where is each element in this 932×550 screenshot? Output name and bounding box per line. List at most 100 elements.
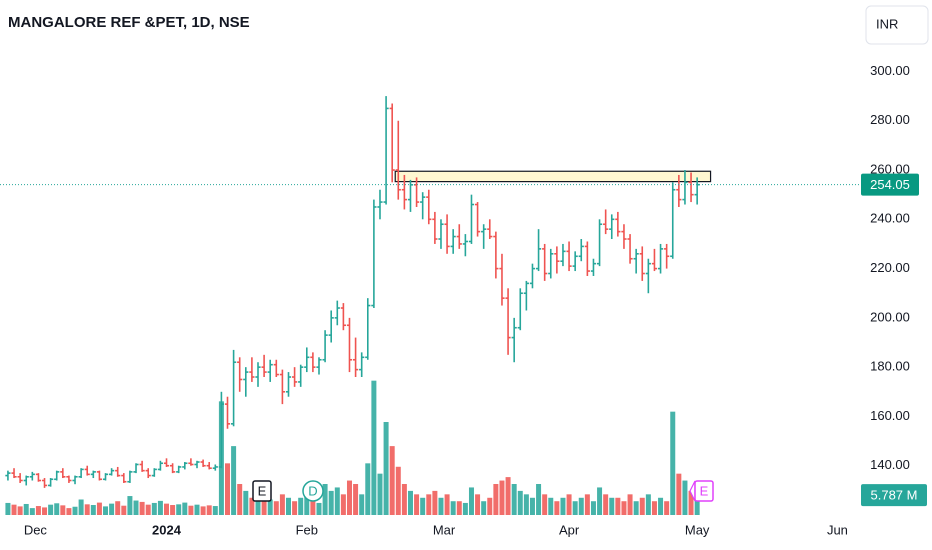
volume-bar <box>60 505 66 515</box>
volume-bar <box>664 501 670 515</box>
volume-bar <box>340 494 346 515</box>
x-tick-label: Mar <box>433 522 456 537</box>
volume-bar <box>450 501 456 515</box>
volume-bar <box>84 504 90 515</box>
volume-bar <box>414 494 420 515</box>
volume-bar <box>560 497 566 515</box>
volume-bar <box>237 484 243 515</box>
x-tick-label: Feb <box>296 522 318 537</box>
volume-bar <box>188 505 194 515</box>
volume-bar <box>401 484 407 515</box>
volume-bar <box>609 497 615 515</box>
zone-rectangle <box>394 170 712 183</box>
volume-bar <box>505 477 511 515</box>
volume-bar <box>688 490 694 515</box>
volume-bar <box>383 422 389 515</box>
last-volume-box <box>861 484 927 507</box>
volume-bar <box>42 507 48 515</box>
volume-bar <box>517 490 523 515</box>
volume-bar <box>639 497 645 515</box>
volume-bar <box>475 494 481 515</box>
event-earnings[interactable]: E <box>252 480 272 502</box>
volume-bar <box>48 504 54 515</box>
volume-bar <box>694 495 700 515</box>
x-tick-label: Apr <box>559 522 580 537</box>
chart-title: MANGALORE REF &PET, 1D, NSE <box>8 14 250 31</box>
volume-bar <box>103 506 109 515</box>
volume-bar <box>511 484 517 515</box>
volume-bar <box>115 501 121 515</box>
volume-bar <box>438 497 444 515</box>
volume-bar <box>542 494 548 515</box>
volume-bar <box>468 487 474 515</box>
volume-bar <box>328 490 334 515</box>
volume-bar <box>597 487 603 515</box>
volume-bar <box>603 494 609 515</box>
volume-bar <box>285 497 291 515</box>
volume-bar <box>35 506 41 515</box>
volume-bar <box>78 499 84 515</box>
volume-bar <box>243 490 249 515</box>
event-label[interactable]: E <box>700 483 709 498</box>
volume-bar <box>651 501 657 515</box>
volume-bar <box>304 490 310 515</box>
volume-bar <box>670 411 676 515</box>
volume-bar <box>627 494 633 515</box>
volume-bar <box>194 504 200 515</box>
volume-bar <box>584 494 590 515</box>
last-volume-label: 5.787 M <box>871 488 918 503</box>
volume-bar <box>395 466 401 515</box>
volume-bar <box>523 494 529 515</box>
volume-bar <box>572 501 578 515</box>
last-price-label: 254.05 <box>870 177 910 192</box>
event-label[interactable]: D <box>308 483 317 498</box>
volume-bar <box>72 506 78 515</box>
volume-bar <box>462 502 468 515</box>
volume-bar <box>407 490 413 515</box>
volume-bar <box>578 497 584 515</box>
volume-bar <box>11 504 17 515</box>
volume-bar <box>267 499 273 515</box>
volume-bar <box>432 490 438 515</box>
volume-bar <box>29 508 35 515</box>
volume-bar <box>206 505 212 515</box>
event-earnings-upcoming[interactable]: E <box>689 480 714 502</box>
volume-bar <box>133 500 139 515</box>
volume-bar <box>109 503 115 515</box>
event-dividend[interactable]: D <box>302 480 324 502</box>
volume-bar <box>261 497 267 515</box>
event-box[interactable] <box>252 480 272 502</box>
y-tick-label: 140.00 <box>870 457 910 472</box>
volume-bar <box>353 484 359 515</box>
price-axis: 140.00 160.00 180.00 200.00 220.00 240.00 260.… <box>24 63 927 537</box>
currency-box[interactable] <box>865 5 929 45</box>
event-label[interactable]: E <box>258 483 267 498</box>
volume-bar <box>127 496 133 515</box>
volume-bar <box>566 494 572 515</box>
volume-bar <box>90 505 96 515</box>
y-tick-label: 300.00 <box>870 63 910 78</box>
volume-bar <box>499 480 505 515</box>
currency[interactable]: INR <box>876 16 898 31</box>
volume-bar <box>359 494 365 515</box>
volume-bar <box>346 480 352 515</box>
volume-bar <box>322 484 328 515</box>
volume-bar <box>157 500 163 515</box>
event-circle[interactable] <box>302 480 324 502</box>
volume-bar <box>493 484 499 515</box>
volume-bar <box>17 506 23 515</box>
volume-bar <box>273 501 279 515</box>
volume-bar <box>212 506 218 515</box>
volume-bar <box>554 501 560 515</box>
volume-bar <box>225 463 231 515</box>
x-tick-label: May <box>685 522 710 537</box>
y-tick-label: 220.00 <box>870 260 910 275</box>
volume-bar <box>365 463 371 515</box>
volume-bar <box>145 504 151 515</box>
volume-bar <box>292 501 298 515</box>
volume-bar <box>481 501 487 515</box>
volume-bar <box>121 505 127 515</box>
x-tick-label: Dec <box>24 522 48 537</box>
event-box[interactable] <box>694 480 714 502</box>
